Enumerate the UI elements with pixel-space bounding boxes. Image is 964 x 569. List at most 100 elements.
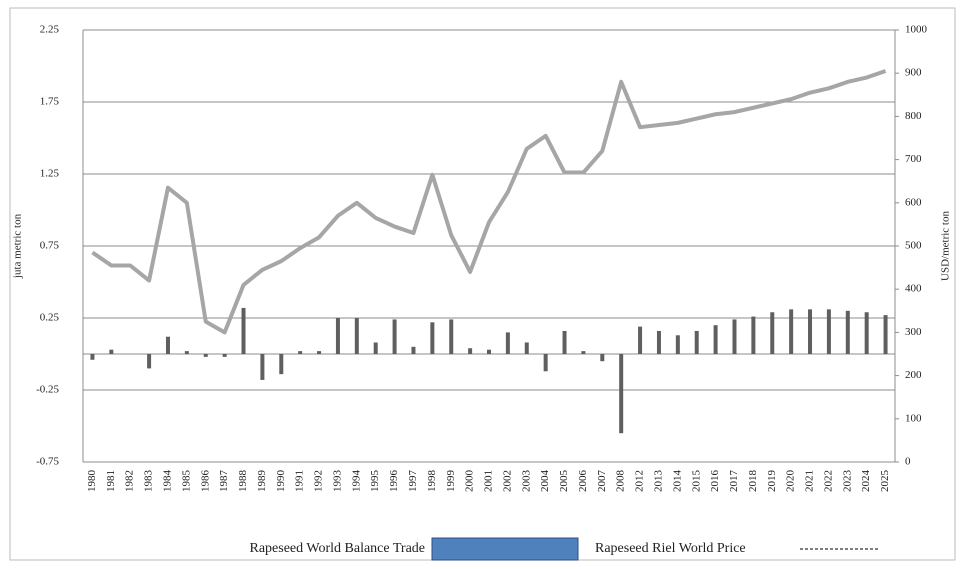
y2-tick-label: 700 xyxy=(905,153,922,165)
bar xyxy=(505,332,510,354)
x-tick-label: 1999 xyxy=(445,470,457,493)
y2-tick-label: 300 xyxy=(905,326,922,338)
bar xyxy=(864,312,869,354)
x-tick-label: 2016 xyxy=(709,470,721,493)
x-tick-label: 2001 xyxy=(483,470,495,492)
y-tick-label: 1.25 xyxy=(40,168,60,180)
bar xyxy=(751,316,756,354)
bar xyxy=(184,351,189,354)
x-tick-label: 1987 xyxy=(218,470,230,493)
x-tick-label: 1988 xyxy=(237,470,249,493)
x-tick-label: 1995 xyxy=(369,470,381,493)
x-tick-label: 1982 xyxy=(124,470,136,492)
bar xyxy=(354,318,359,354)
bar xyxy=(808,309,813,354)
bar xyxy=(317,351,322,354)
x-tick-label: 1986 xyxy=(199,470,211,493)
bar xyxy=(109,349,114,354)
y-tick-label: 0.75 xyxy=(40,240,60,252)
y-tick-label: 2.25 xyxy=(40,24,60,36)
bar xyxy=(524,342,529,354)
bar xyxy=(335,318,340,354)
x-tick-label: 1996 xyxy=(388,470,400,493)
bar xyxy=(883,315,888,354)
bar xyxy=(638,326,643,354)
x-tick-label: 2020 xyxy=(785,470,797,493)
y-tick-label: 1.75 xyxy=(40,96,60,108)
y2-tick-label: 900 xyxy=(905,67,922,79)
y2-tick-label: 1000 xyxy=(905,24,928,36)
y2-tick-label: 0 xyxy=(905,456,911,468)
x-tick-label: 1998 xyxy=(426,470,438,493)
bar xyxy=(203,354,208,357)
y2-tick-label: 800 xyxy=(905,110,922,122)
y-tick-label: -0.25 xyxy=(36,384,59,396)
bar xyxy=(392,319,397,354)
bar xyxy=(241,307,246,354)
bar xyxy=(373,342,378,354)
x-tick-label: 2004 xyxy=(539,470,551,493)
bar xyxy=(543,354,548,372)
bar xyxy=(732,319,737,354)
x-tick-label: 2024 xyxy=(860,470,872,493)
x-tick-label: 2022 xyxy=(822,470,834,492)
legend-label: Rapeseed Riel World Price xyxy=(595,541,746,556)
x-tick-label: 2023 xyxy=(841,470,853,493)
x-tick-label: 2015 xyxy=(690,470,702,493)
bar xyxy=(789,309,794,354)
bar xyxy=(562,330,567,354)
x-tick-label: 2021 xyxy=(804,470,816,492)
y-axis-title: juta metric ton xyxy=(12,213,24,279)
x-tick-label: 2017 xyxy=(728,470,740,493)
y2-tick-label: 500 xyxy=(905,240,922,252)
x-tick-label: 1991 xyxy=(294,470,306,492)
legend-swatch xyxy=(431,537,579,561)
bar xyxy=(770,312,775,354)
bar xyxy=(675,335,680,354)
x-tick-label: 1994 xyxy=(350,470,362,493)
bar xyxy=(581,351,586,354)
bar xyxy=(826,309,831,354)
legend-label: Rapeseed World Balance Trade xyxy=(249,541,425,556)
bar xyxy=(449,319,454,354)
bar xyxy=(600,354,605,362)
x-tick-label: 1983 xyxy=(143,470,155,493)
bar xyxy=(694,330,699,354)
x-tick-label: 2000 xyxy=(464,470,476,493)
x-tick-label: 2005 xyxy=(558,470,570,493)
x-tick-label: 1985 xyxy=(180,470,192,493)
bar xyxy=(468,348,473,354)
x-tick-label: 1981 xyxy=(105,470,117,492)
y2-axis-title: USD/metric ton xyxy=(940,211,952,281)
bar xyxy=(147,354,152,369)
line xyxy=(91,69,887,335)
y2-tick-label: 600 xyxy=(905,196,922,208)
x-tick-label: 2008 xyxy=(615,470,627,493)
bar xyxy=(487,349,491,354)
x-tick-label: 1993 xyxy=(331,470,343,493)
bar xyxy=(411,346,416,354)
bar xyxy=(222,354,227,357)
y-tick-label: 0.25 xyxy=(40,312,60,324)
x-tick-label: 2012 xyxy=(634,470,646,492)
bar xyxy=(619,354,624,434)
x-tick-label: 2002 xyxy=(501,470,513,492)
bar xyxy=(279,354,284,375)
y-tick-label: -0.75 xyxy=(36,456,59,468)
x-tick-label: 2014 xyxy=(671,470,683,493)
x-tick-label: 2006 xyxy=(577,470,589,493)
bar xyxy=(430,322,435,354)
x-tick-label: 2025 xyxy=(879,470,891,493)
x-tick-label: 2007 xyxy=(596,470,608,493)
x-tick-label: 1984 xyxy=(162,470,174,493)
x-tick-label: 2003 xyxy=(520,470,532,493)
y2-tick-label: 100 xyxy=(905,412,922,424)
x-tick-label: 1997 xyxy=(407,470,419,493)
y2-tick-label: 200 xyxy=(905,369,922,381)
y2-tick-label: 400 xyxy=(905,283,922,295)
x-tick-label: 1992 xyxy=(313,470,325,492)
bar xyxy=(845,310,850,354)
bar xyxy=(90,354,95,360)
